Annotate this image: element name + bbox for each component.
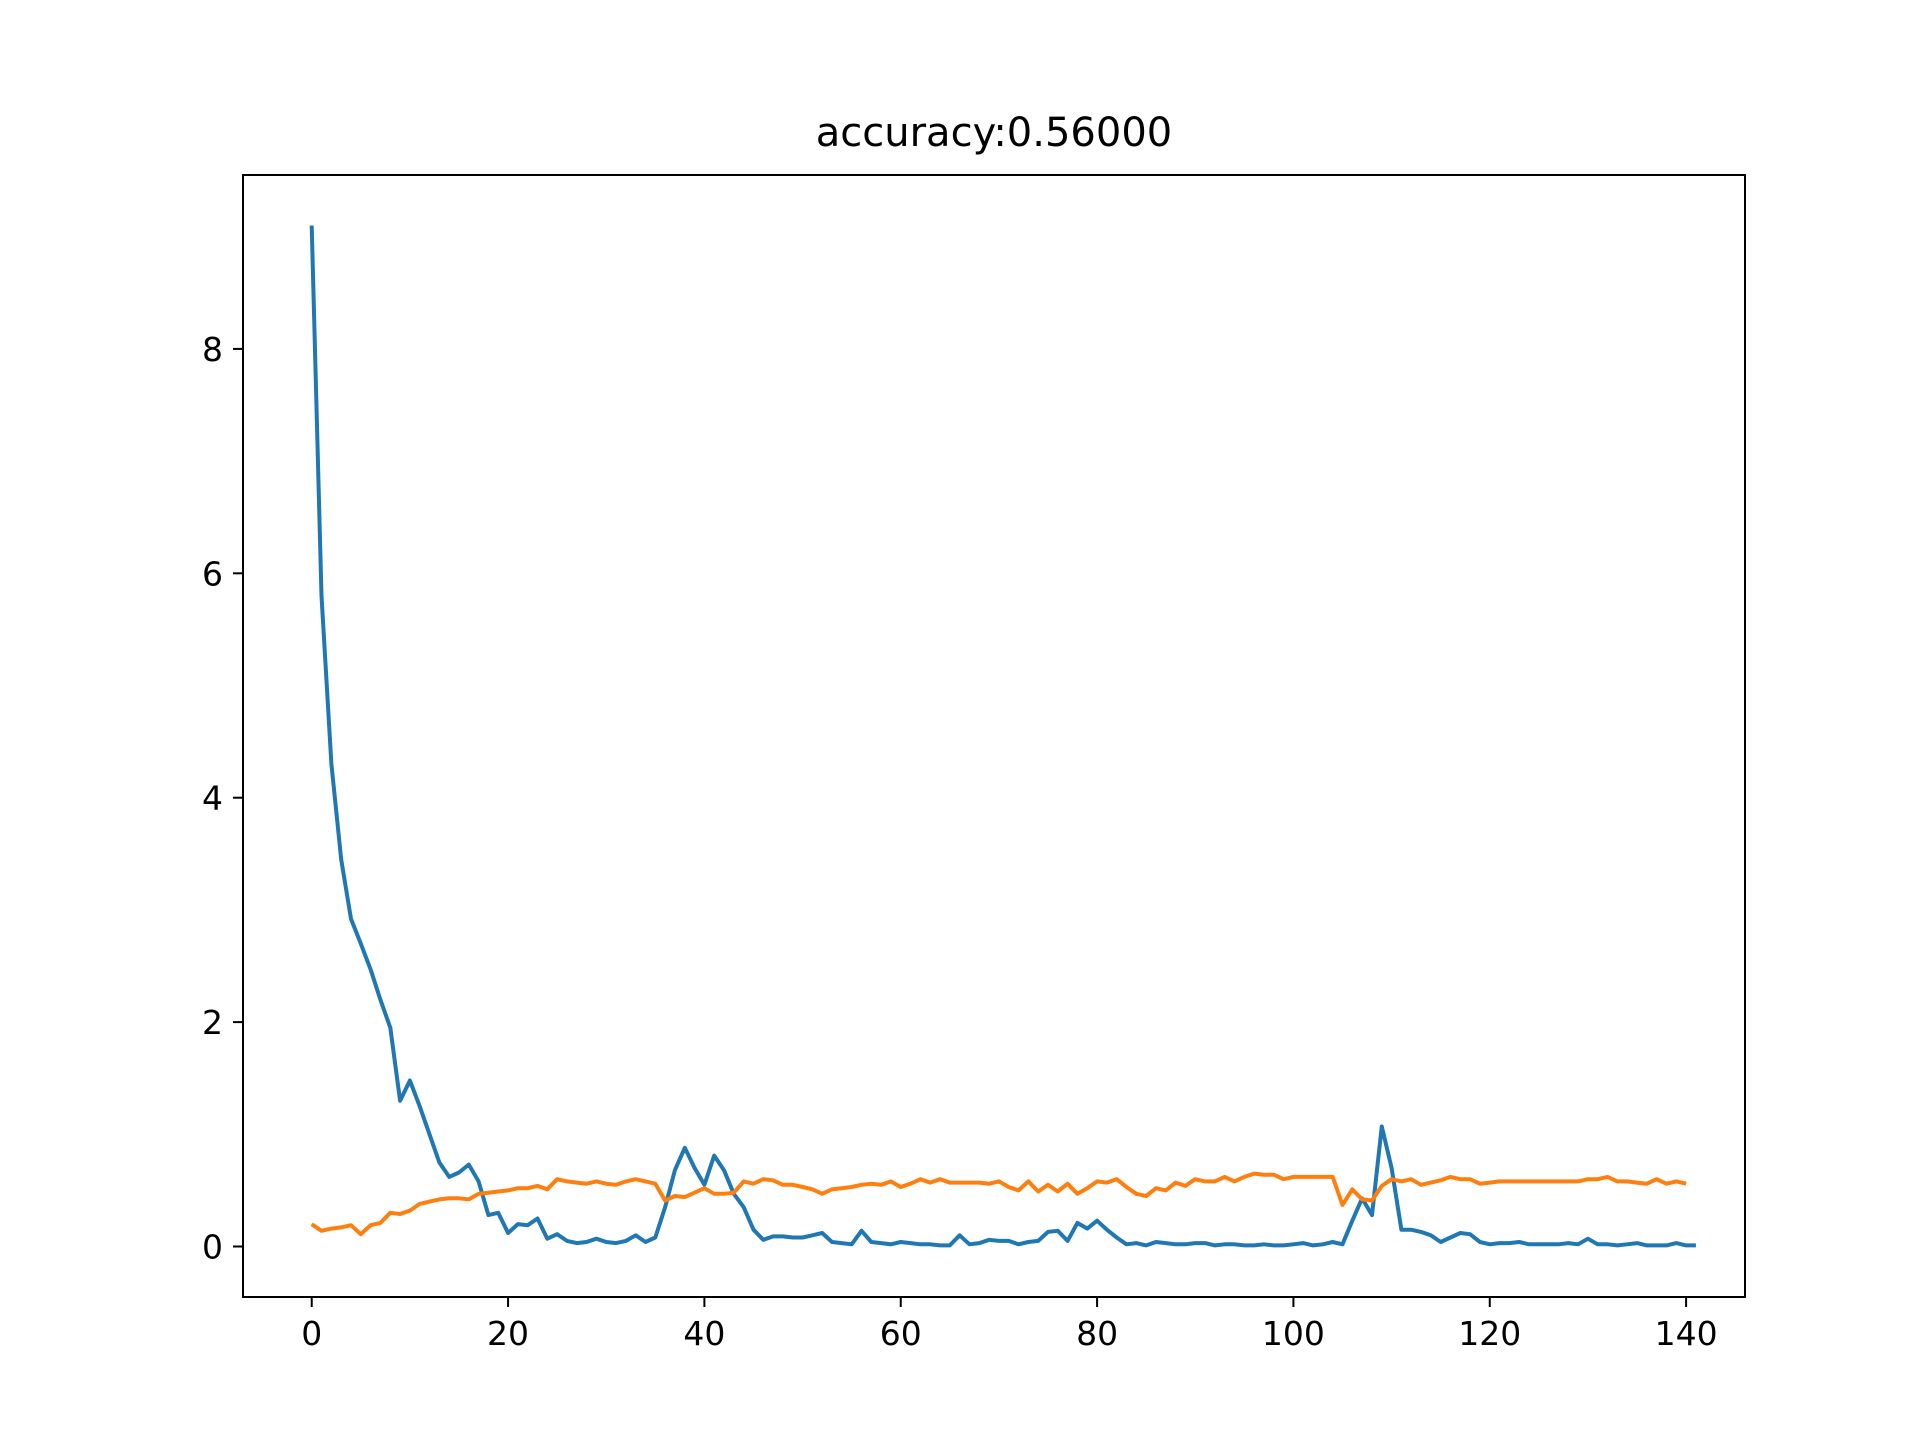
x-tick-label: 80 <box>1076 1314 1118 1353</box>
y-axis: 0 2 4 6 8 <box>202 330 243 1267</box>
series-line-1 <box>309 225 1696 1248</box>
x-tick-label: 100 <box>1262 1314 1325 1353</box>
chart-title: accuracy:0.56000 <box>816 110 1172 156</box>
x-tick-label: 120 <box>1458 1314 1521 1353</box>
plot-frame <box>242 174 1746 1298</box>
y-tick-label: 0 <box>202 1228 223 1267</box>
y-tick-label: 8 <box>202 330 223 369</box>
x-tick-label: 60 <box>880 1314 922 1353</box>
x-axis: 0 20 40 60 80 100 120 140 <box>301 1297 1718 1353</box>
y-tick-label: 4 <box>202 779 223 818</box>
x-tick-label: 140 <box>1655 1314 1718 1353</box>
series-layer <box>309 225 1696 1248</box>
series-line-2 <box>310 1171 1687 1237</box>
y-tick-label: 6 <box>202 554 223 593</box>
y-tick-label: 2 <box>202 1003 223 1042</box>
x-tick-label: 20 <box>487 1314 529 1353</box>
x-tick-label: 40 <box>683 1314 725 1353</box>
x-tick-label: 0 <box>301 1314 322 1353</box>
